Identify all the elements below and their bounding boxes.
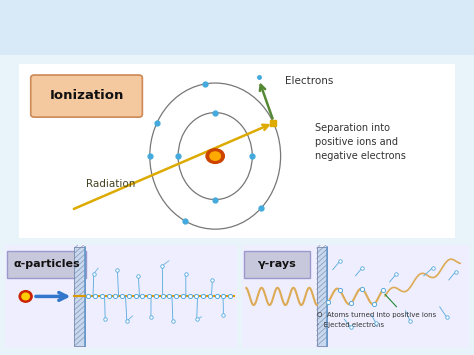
Circle shape bbox=[19, 291, 32, 302]
Text: α-particles: α-particles bbox=[13, 259, 80, 269]
Text: Electrons: Electrons bbox=[285, 76, 333, 86]
Text: γ-rays: γ-rays bbox=[258, 259, 296, 269]
FancyBboxPatch shape bbox=[7, 251, 86, 278]
FancyBboxPatch shape bbox=[4, 6, 61, 28]
FancyBboxPatch shape bbox=[238, 242, 473, 351]
Text: Radiation: Radiation bbox=[9, 12, 55, 22]
Text: O  Atoms turned into positive ions: O Atoms turned into positive ions bbox=[317, 312, 436, 318]
Text: Separation into
positive ions and
negative electrons: Separation into positive ions and negati… bbox=[316, 123, 406, 161]
Bar bbox=[317, 247, 327, 346]
Text: Ionization: Ionization bbox=[49, 89, 124, 102]
Text: Radiation: Radiation bbox=[70, 22, 137, 36]
FancyBboxPatch shape bbox=[244, 251, 310, 278]
Text: Radiation: Radiation bbox=[86, 179, 135, 189]
Circle shape bbox=[206, 149, 224, 163]
Text: ·  Ejected electrons: · Ejected electrons bbox=[317, 322, 384, 328]
Circle shape bbox=[210, 152, 220, 160]
FancyBboxPatch shape bbox=[1, 242, 240, 351]
Text: Ionization of Radiation - Property of Ionizing: Ionization of Radiation - Property of Io… bbox=[70, 2, 382, 16]
Circle shape bbox=[22, 293, 29, 300]
FancyBboxPatch shape bbox=[31, 75, 142, 117]
Bar bbox=[74, 247, 85, 346]
FancyBboxPatch shape bbox=[12, 59, 462, 243]
